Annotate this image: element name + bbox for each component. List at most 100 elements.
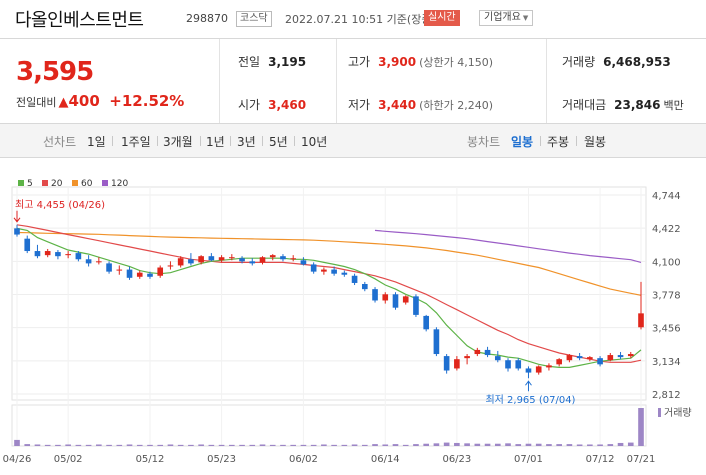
volume-bar: [136, 444, 143, 446]
candle-body: [515, 360, 522, 369]
candle-body: [556, 359, 562, 365]
volume-bar: [24, 444, 31, 446]
period-3m-button[interactable]: 3개월: [163, 135, 193, 149]
change-value: 400: [68, 92, 100, 110]
period-1w-button[interactable]: 1주일: [121, 135, 151, 149]
volume-bar: [321, 444, 327, 446]
candle-body: [310, 264, 317, 272]
high-arrow-head: [13, 217, 21, 223]
change-percent: +12.52%: [109, 92, 185, 110]
volume-bar: [372, 444, 378, 446]
separator: [112, 136, 113, 146]
volume-value: 6,468,953: [603, 55, 671, 69]
change-label: 전일대비: [16, 96, 57, 109]
volume-legend-swatch: [658, 408, 661, 417]
separator: [540, 136, 541, 146]
low-annotation: 최저 2,965 (07/04): [485, 394, 575, 406]
candle-body: [96, 261, 102, 263]
volume-bar: [96, 444, 102, 446]
candle-body: [177, 258, 184, 266]
period-1y-button[interactable]: 1년: [206, 135, 225, 149]
separator: [262, 136, 263, 146]
prev-value: 3,195: [268, 55, 307, 69]
candle-body: [351, 275, 358, 283]
legend-label: 5: [27, 179, 33, 189]
volume-bar: [546, 444, 552, 446]
candle-body: [535, 366, 542, 373]
volume-bar: [617, 442, 624, 446]
candle-body: [392, 294, 399, 308]
weekly-candle-button[interactable]: 주봉: [547, 135, 570, 149]
candle-body: [587, 357, 593, 360]
volume-label: 거래량: [664, 407, 692, 419]
period-5y-button[interactable]: 5년: [269, 135, 288, 149]
candle-body: [372, 289, 378, 301]
candle-body: [280, 256, 286, 260]
candle-body: [484, 349, 491, 356]
candle-body: [454, 359, 460, 369]
x-tick-label: 07/01: [514, 454, 543, 465]
volume-bar: [341, 444, 348, 446]
prev-close: 전일 3,195: [238, 53, 306, 70]
volume-bar: [638, 408, 644, 446]
divider: [219, 39, 220, 123]
candle-body: [413, 296, 419, 315]
company-overview-dropdown[interactable]: 기업개요 ▼: [479, 10, 534, 26]
candle-body: [44, 251, 51, 256]
separator: [230, 136, 231, 146]
legend-label: 60: [81, 179, 93, 189]
x-tick-label: 05/23: [207, 454, 236, 465]
low-label: 저가: [348, 98, 371, 112]
candle-body: [617, 355, 624, 358]
x-tick-label: 06/14: [371, 454, 400, 465]
open-price: 시가 3,460: [238, 96, 306, 113]
volume-bar: [413, 444, 419, 446]
candle-body: [576, 356, 583, 359]
high-label: 고가: [348, 55, 371, 69]
volume-label: 거래량: [562, 55, 596, 69]
volume-bar: [177, 444, 184, 446]
low-arrow-head: [525, 380, 532, 386]
daily-candle-button[interactable]: 일봉: [511, 135, 534, 149]
volume-bar: [474, 443, 481, 446]
candle-body: [157, 267, 164, 276]
period-10y-button[interactable]: 10년: [301, 135, 328, 149]
x-tick-label: 05/02: [54, 454, 83, 465]
prev-label: 전일: [238, 55, 261, 69]
y-tick-label: 3,778: [652, 291, 681, 302]
high-annotation: 최고 4,455 (04/26): [15, 199, 105, 211]
ma5-line: [16, 227, 642, 368]
volume-bar: [535, 443, 542, 446]
ma120-line: [374, 229, 642, 263]
timestamp: 2022.07.21 10:51 기준(장중): [285, 13, 436, 26]
candle-body: [106, 263, 112, 272]
candle-body: [259, 257, 266, 263]
candle-body: [300, 260, 307, 265]
candle-body: [321, 269, 327, 272]
period-1d-button[interactable]: 1일: [87, 135, 106, 149]
candle-body: [188, 259, 194, 264]
chevron-down-icon: ▼: [522, 14, 529, 22]
monthly-candle-button[interactable]: 월봉: [584, 135, 607, 149]
x-tick-label: 06/02: [289, 454, 318, 465]
candle-body: [331, 269, 337, 274]
lower-limit: (하한가 2,240): [419, 99, 493, 112]
candle-body: [566, 355, 573, 361]
candle-body: [126, 269, 133, 278]
candle-body: [34, 251, 41, 257]
y-tick-label: 3,134: [652, 357, 681, 368]
x-tick-label: 07/12: [586, 454, 615, 465]
volume-bar: [597, 444, 603, 446]
volume-bar: [566, 444, 573, 446]
price-chart-area: 2,812 3,134 3,456 3,778 4,100 4,422 4,744 04/26…: [0, 157, 706, 471]
candle-body: [116, 269, 123, 271]
high-value: 3,900: [378, 55, 417, 69]
y-tick-label: 4,744: [652, 191, 681, 202]
period-3y-button[interactable]: 3년: [237, 135, 256, 149]
legend-swatch: [102, 180, 108, 186]
volume-bar: [198, 444, 204, 446]
volume-bar: [75, 444, 82, 446]
candle-body: [627, 354, 634, 357]
volume-bar: [14, 439, 20, 446]
realtime-button[interactable]: 실시간: [424, 10, 460, 26]
